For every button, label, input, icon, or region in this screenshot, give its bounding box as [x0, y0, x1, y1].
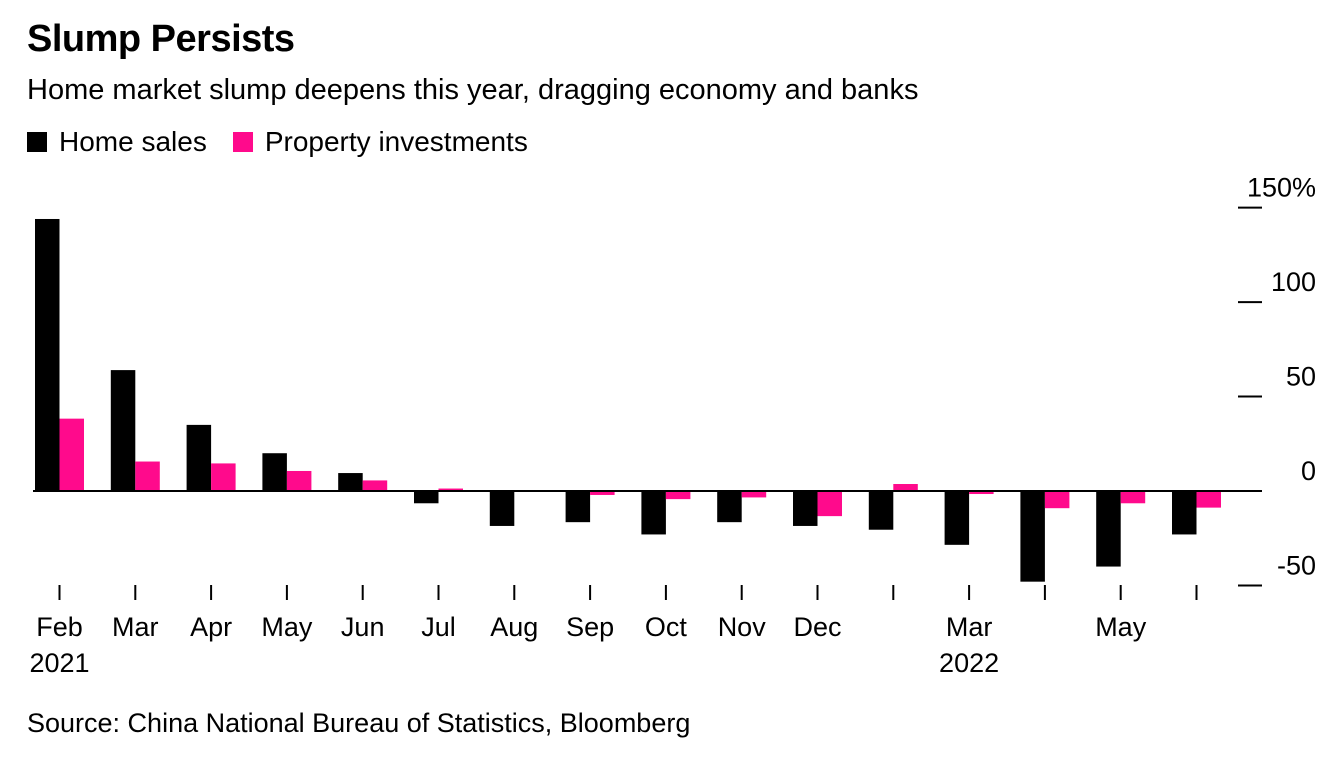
x-tick-label: Oct [645, 612, 688, 642]
legend-label-property-investments: Property investments [264, 126, 528, 157]
x-tick-label: Apr [190, 612, 232, 642]
y-tick-label: -50 [1277, 550, 1316, 580]
bar-property-investments [59, 418, 84, 491]
x-tick-label: Mar [946, 612, 993, 642]
legend: Home sales Property investments [27, 126, 554, 158]
bar-home-sales [641, 491, 666, 535]
bar-property-investments [1120, 491, 1146, 504]
bar-property-investments [893, 484, 918, 491]
legend-swatch-home-sales [27, 132, 47, 152]
bar-home-sales [186, 424, 212, 491]
bar-home-sales [793, 491, 818, 526]
legend-swatch-property-investments [232, 132, 253, 152]
bar-home-sales [565, 491, 591, 523]
legend-item-property-investments: Property investments [232, 126, 528, 158]
bar-home-sales [1172, 491, 1197, 535]
bar-property-investments [135, 461, 160, 491]
y-tick-label: 50 [1286, 362, 1316, 392]
bar-property-investments [1196, 491, 1221, 508]
bar-property-investments [741, 491, 767, 498]
y-tick-label: 150% [1247, 173, 1316, 203]
bar-home-sales [262, 453, 287, 491]
bar-home-sales [717, 491, 742, 523]
chart-title: Slump Persists [27, 18, 295, 60]
x-year-label: 2021 [29, 648, 89, 678]
bar-property-investments [817, 491, 842, 517]
x-tick-label: Jul [421, 612, 456, 642]
x-tick-label: Feb [36, 612, 83, 642]
bar-home-sales [35, 218, 60, 491]
bar-property-investments [438, 488, 463, 491]
bar-property-investments [969, 491, 994, 495]
x-tick-label: Nov [718, 612, 767, 642]
bar-property-investments [362, 480, 388, 491]
y-tick-label: 100 [1271, 267, 1316, 297]
y-tick-label: 0 [1301, 456, 1316, 486]
bar-home-sales [944, 491, 970, 545]
bar-home-sales [110, 370, 136, 491]
x-year-label: 2022 [939, 648, 999, 678]
x-tick-label: Sep [566, 612, 614, 642]
bar-property-investments [211, 463, 236, 491]
bar-home-sales [414, 491, 439, 504]
bar-property-investments [665, 491, 691, 500]
x-tick-label: Dec [793, 612, 841, 642]
legend-label-home-sales: Home sales [59, 126, 207, 157]
bar-home-sales [338, 473, 363, 491]
bar-property-investments [1044, 491, 1070, 509]
legend-item-home-sales: Home sales [27, 126, 207, 158]
bar-property-investments [590, 491, 615, 495]
source-note: Source: China National Bureau of Statist… [27, 708, 691, 738]
x-tick-label: Mar [112, 612, 159, 642]
bar-home-sales [489, 491, 515, 526]
x-tick-label: Jun [341, 612, 385, 642]
bar-home-sales [1020, 491, 1045, 582]
bar-home-sales [1096, 491, 1121, 567]
chart-subtitle: Home market slump deepens this year, dra… [27, 74, 919, 106]
bar-home-sales [868, 491, 894, 530]
x-tick-label: May [1095, 612, 1147, 642]
x-tick-label: Aug [490, 612, 538, 642]
bar-property-investments [286, 470, 312, 491]
x-tick-label: May [261, 612, 313, 642]
